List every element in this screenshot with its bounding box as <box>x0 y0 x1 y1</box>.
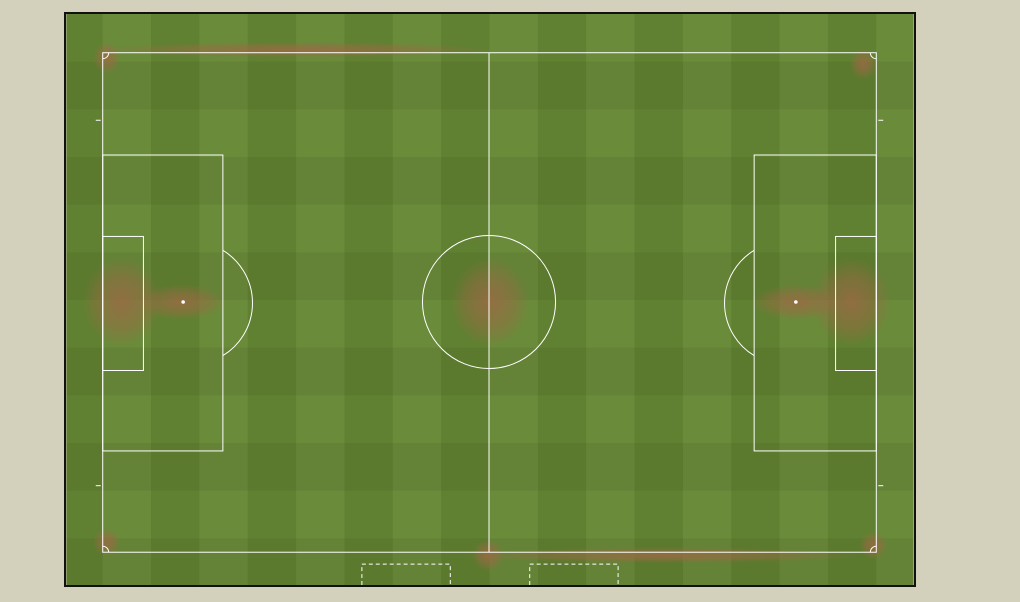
grass-stripe <box>392 14 442 585</box>
grass-stripe <box>537 14 587 585</box>
dugouts <box>361 563 619 585</box>
left-penalty-arc <box>222 249 253 357</box>
grass-stripe <box>634 14 683 585</box>
corner-arc-tr <box>869 52 877 60</box>
right-penalty-spot <box>794 300 798 304</box>
grass-stripe <box>296 14 345 585</box>
wear-left-penalty-spot <box>136 284 226 320</box>
grass-cross-stripe <box>66 442 914 491</box>
grass-stripe <box>247 14 297 585</box>
left-penalty-spot <box>181 300 185 304</box>
right-penalty-arc <box>724 249 755 357</box>
grass-cross-stripe <box>66 156 914 205</box>
grass-stripe <box>344 14 393 585</box>
wear-top-touchline <box>96 41 494 58</box>
wear-bottom-touchline <box>464 547 862 564</box>
wear-corner-tr <box>849 47 878 80</box>
centre-circle <box>421 234 557 370</box>
wear-corner-bl <box>92 528 121 557</box>
right-goal-area <box>835 235 877 371</box>
away-dugout[interactable] <box>529 563 619 585</box>
corner-arc-br <box>869 545 877 553</box>
pitch-canvas[interactable] <box>66 14 914 585</box>
wear-right-goalmouth <box>811 257 892 347</box>
grass-cross-stripe <box>66 61 914 110</box>
wear-corner-br <box>859 531 888 560</box>
home-dugout[interactable] <box>361 563 451 585</box>
pitch-view[interactable] <box>64 12 916 587</box>
corner-arc-bl <box>102 545 110 553</box>
corner-arc-tl <box>102 52 110 60</box>
pitch-wear <box>81 41 892 572</box>
wear-bottom-halfway <box>472 539 504 572</box>
wear-left-goalmouth <box>81 257 162 347</box>
grass-stripe <box>586 14 635 585</box>
pitch-markings <box>95 52 884 553</box>
grass-stripe <box>682 14 732 585</box>
grass-cross-stripe <box>66 347 914 396</box>
left-goal-area <box>102 235 144 371</box>
wear-centre <box>450 257 530 347</box>
